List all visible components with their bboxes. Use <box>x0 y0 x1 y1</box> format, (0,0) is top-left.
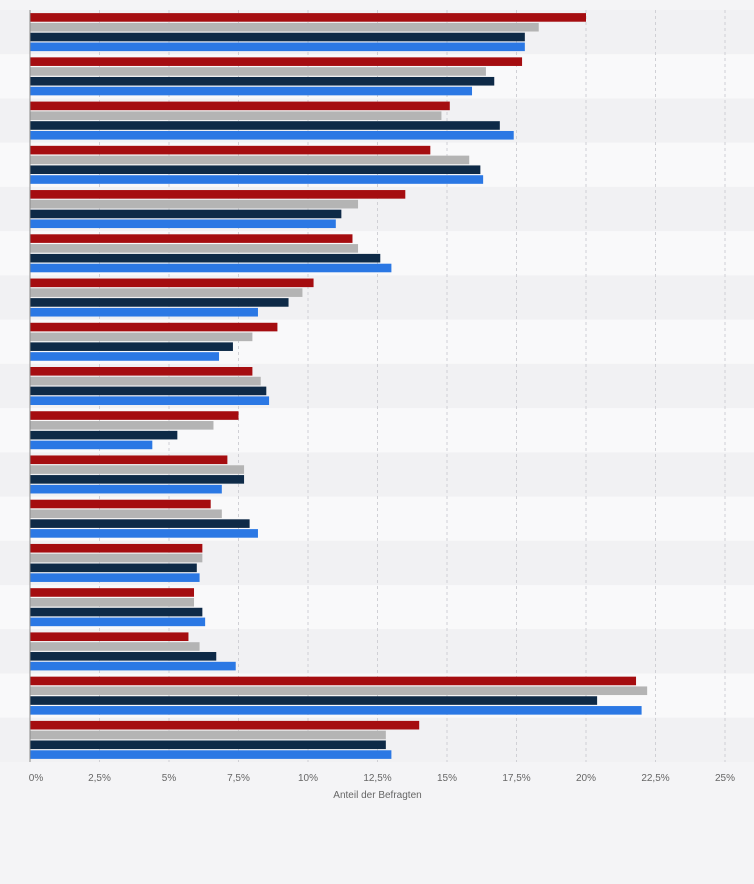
bar-cat2-series3 <box>30 76 495 86</box>
bar-cat10-series4 <box>30 440 153 450</box>
bar-cat12-series1 <box>30 499 211 509</box>
bar-cat12-series2 <box>30 509 222 519</box>
bar-cat15-series2 <box>30 642 200 651</box>
bar-cat14-series4 <box>30 617 206 627</box>
x-tick-label: 22,5% <box>641 773 669 784</box>
bar-cat8-series4 <box>30 352 220 361</box>
bar-cat17-series1 <box>30 720 420 730</box>
bar-cat5-series1 <box>30 190 406 199</box>
bar-cat3-series2 <box>30 111 442 120</box>
x-axis-label: Anteil der Befragten <box>333 790 421 801</box>
bar-cat4-series4 <box>30 175 484 184</box>
bar-cat8-series2 <box>30 332 253 342</box>
bar-cat9-series1 <box>30 367 253 376</box>
x-tick-label: 0% <box>29 773 44 784</box>
bar-cat9-series3 <box>30 386 267 396</box>
bar-cat11-series1 <box>30 455 228 465</box>
x-tick-label: 12,5% <box>363 773 391 784</box>
bar-cat4-series3 <box>30 165 481 175</box>
bar-cat5-series2 <box>30 199 359 209</box>
x-tick-label: 17,5% <box>502 773 530 784</box>
bar-cat15-series1 <box>30 632 189 642</box>
bar-cat14-series3 <box>30 607 203 617</box>
bar-cat5-series3 <box>30 209 342 219</box>
bar-cat12-series3 <box>30 519 250 528</box>
bar-cat6-series4 <box>30 263 392 273</box>
bar-cat16-series3 <box>30 696 598 705</box>
bar-cat14-series2 <box>30 597 195 607</box>
bars <box>30 13 648 759</box>
bar-cat13-series2 <box>30 553 203 563</box>
bar-cat3-series4 <box>30 130 514 140</box>
bar-cat17-series4 <box>30 750 392 759</box>
bar-cat4-series1 <box>30 145 431 155</box>
bar-cat15-series4 <box>30 661 236 671</box>
x-tick-label: 25% <box>715 773 735 784</box>
x-tick-label: 2,5% <box>88 773 111 784</box>
bar-cat16-series2 <box>30 686 648 696</box>
x-tick-labels: 0% 2,5% 5% 7,5% 10% 12,5% 15% 17,5% 20% 22,5% 25% <box>29 773 735 784</box>
bar-cat13-series3 <box>30 563 197 573</box>
bar-cat17-series3 <box>30 740 386 750</box>
bar-cat7-series1 <box>30 278 314 288</box>
bar-cat17-series2 <box>30 730 386 740</box>
bar-cat7-series3 <box>30 298 289 307</box>
x-tick-label: 5% <box>162 773 177 784</box>
bar-cat1-series3 <box>30 32 525 42</box>
bar-cat11-series3 <box>30 475 245 484</box>
bar-cat1-series1 <box>30 13 586 22</box>
x-tick-label: 10% <box>298 773 318 784</box>
bar-cat2-series4 <box>30 86 473 96</box>
bar-cat16-series1 <box>30 676 637 686</box>
bar-cat4-series2 <box>30 155 470 165</box>
bar-cat1-series4 <box>30 42 525 52</box>
bar-cat14-series1 <box>30 588 195 597</box>
x-tick-label: 7,5% <box>227 773 250 784</box>
bar-cat1-series2 <box>30 22 539 32</box>
bar-cat11-series2 <box>30 465 245 474</box>
bar-cat6-series2 <box>30 244 359 253</box>
bar-cat11-series4 <box>30 484 222 494</box>
bar-cat10-series1 <box>30 411 239 420</box>
bar-cat2-series1 <box>30 57 523 66</box>
bar-cat13-series4 <box>30 573 200 582</box>
bar-cat9-series2 <box>30 376 261 386</box>
bar-cat2-series2 <box>30 67 486 76</box>
bar-cat12-series4 <box>30 529 258 538</box>
bar-cat3-series1 <box>30 101 450 111</box>
bar-cat7-series4 <box>30 307 258 317</box>
bar-cat5-series4 <box>30 219 336 229</box>
bar-cat8-series3 <box>30 342 233 351</box>
bar-cat10-series3 <box>30 430 178 440</box>
bar-cat3-series3 <box>30 121 500 130</box>
x-tick-label: 15% <box>437 773 457 784</box>
bar-cat13-series1 <box>30 543 203 553</box>
bar-cat16-series4 <box>30 706 642 715</box>
bar-cat6-series1 <box>30 234 353 243</box>
bar-cat7-series2 <box>30 288 303 297</box>
bar-cat8-series1 <box>30 322 278 332</box>
x-tick-label: 20% <box>576 773 596 784</box>
bar-cat10-series2 <box>30 421 214 430</box>
bar-cat15-series3 <box>30 652 217 661</box>
bar-cat6-series3 <box>30 253 381 263</box>
bar-cat9-series4 <box>30 396 270 405</box>
